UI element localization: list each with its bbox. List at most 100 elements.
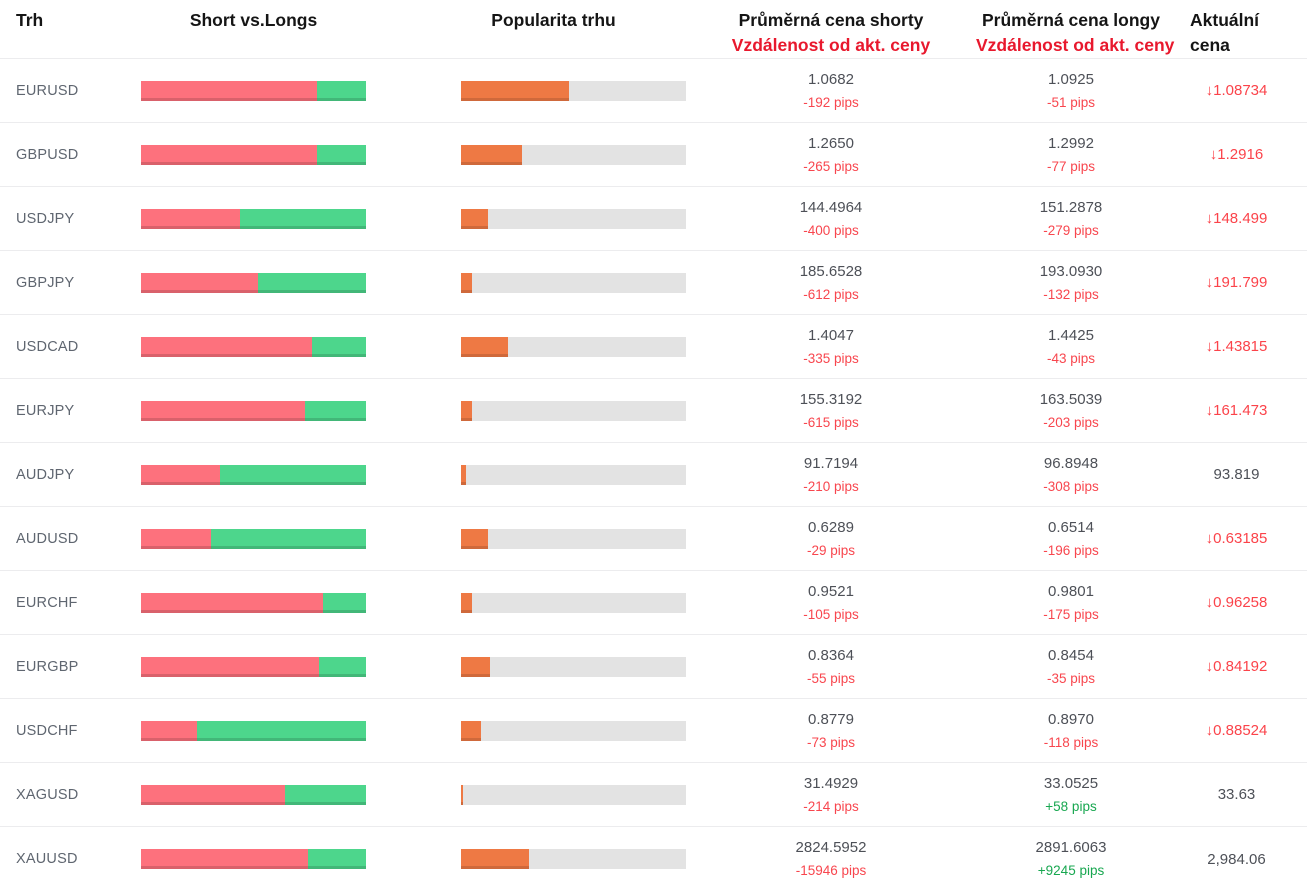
shorts-segment [141, 400, 306, 421]
longs-segment [305, 400, 366, 421]
down-arrow-icon: ↓ [1205, 530, 1214, 547]
long-distance-pips: -279 pips [1043, 222, 1099, 238]
short-distance-pips: -400 pips [803, 222, 859, 238]
current-price-value: 0.88524 [1213, 722, 1268, 739]
avg-long-price: 193.0930 [1039, 262, 1103, 280]
short-distance-pips: -55 pips [806, 670, 856, 686]
long-distance-pips: +58 pips [1045, 798, 1097, 814]
avg-long-cell: 0.8454 -35 pips [976, 646, 1166, 688]
short-distance-pips: -612 pips [803, 286, 859, 302]
pair-label: EURJPY [16, 402, 75, 419]
avg-short-cell: 0.6289 -29 pips [686, 518, 976, 560]
popularity-bar [461, 272, 686, 293]
avg-long-price: 2891.6063 [1035, 839, 1107, 856]
avg-short-price: 144.4964 [799, 198, 863, 216]
short-vs-long-bar [141, 720, 366, 741]
long-distance-pips: -118 pips [1043, 734, 1099, 750]
avg-short-price: 0.8779 [808, 710, 854, 728]
popularity-bar [461, 784, 686, 805]
popularity-fill [461, 656, 491, 677]
short-vs-long-bar [141, 528, 366, 549]
down-arrow-icon: ↓ [1205, 82, 1214, 99]
current-price: 2,984.06 [1166, 851, 1307, 868]
down-arrow-icon: ↓ [1205, 658, 1214, 675]
table-row: USDCAD 1.4047 -335 pips 1.4425 -43 pips … [0, 315, 1307, 379]
current-price-value: 33.63 [1217, 786, 1256, 803]
current-price-value: 0.84192 [1213, 658, 1268, 675]
avg-long-price: 1.0925 [1048, 70, 1094, 88]
popularity-fill [461, 592, 473, 613]
popularity-bar [461, 849, 686, 869]
pair-label: USDCHF [16, 722, 78, 739]
short-distance-pips: -210 pips [803, 478, 859, 494]
header-avg-short-title: Průměrná cena shorty [738, 10, 924, 30]
current-price-value: 1.43815 [1213, 338, 1268, 355]
current-price: ↓0.63185 [1166, 530, 1307, 547]
avg-short-cell: 1.2650 -265 pips [686, 134, 976, 176]
longs-segment [285, 784, 366, 805]
header-avg-long-distance: Vzdálenost od akt. ceny [976, 35, 1175, 55]
shorts-segment [141, 272, 258, 293]
avg-short-price: 0.9521 [808, 582, 854, 600]
avg-short-cell: 0.9521 -105 pips [686, 582, 976, 624]
popularity-fill [461, 144, 522, 165]
shorts-segment [141, 464, 220, 485]
avg-long-cell: 0.9801 -175 pips [976, 582, 1166, 624]
shorts-segment [141, 656, 319, 677]
avg-long-cell: 0.8970 -118 pips [976, 710, 1166, 752]
short-vs-long-bar [141, 464, 366, 485]
table-row: XAGUSD 31.4929 -214 pips 33.0525 +58 pip… [0, 763, 1307, 827]
short-distance-pips: -105 pips [803, 606, 859, 622]
header-current-line2: cena [1190, 35, 1230, 55]
popularity-bar [461, 208, 686, 229]
avg-short-price: 1.0682 [808, 70, 854, 88]
popularity-bar [461, 720, 686, 741]
avg-short-cell: 1.0682 -192 pips [686, 70, 976, 112]
popularity-bar [461, 400, 686, 421]
avg-short-price: 1.2650 [808, 134, 854, 152]
current-price: ↓191.799 [1166, 274, 1307, 291]
current-price: ↓1.43815 [1166, 338, 1307, 355]
pair-label: USDCAD [16, 338, 79, 355]
current-price: ↓0.88524 [1166, 722, 1307, 739]
avg-long-cell: 1.4425 -43 pips [976, 326, 1166, 368]
down-arrow-icon: ↓ [1205, 722, 1214, 739]
avg-long-price: 1.2992 [1048, 134, 1094, 152]
shorts-segment [141, 720, 198, 741]
avg-short-price: 91.7194 [803, 454, 859, 472]
avg-long-price: 0.6514 [1048, 518, 1094, 536]
table-row: AUDUSD 0.6289 -29 pips 0.6514 -196 pips … [0, 507, 1307, 571]
avg-short-cell: 155.3192 -615 pips [686, 390, 976, 432]
short-distance-pips: -265 pips [803, 158, 859, 174]
current-price: ↓161.473 [1166, 402, 1307, 419]
current-price: ↓0.96258 [1166, 594, 1307, 611]
avg-short-cell: 0.8779 -73 pips [686, 710, 976, 752]
current-price: 33.63 [1166, 786, 1307, 803]
header-market: Trh [16, 10, 44, 30]
popularity-fill [461, 80, 569, 101]
short-vs-long-bar [141, 400, 366, 421]
shorts-segment [141, 336, 312, 357]
popularity-bar [461, 464, 686, 485]
avg-long-cell: 151.2878 -279 pips [976, 198, 1166, 240]
table-row: EURCHF 0.9521 -105 pips 0.9801 -175 pips… [0, 571, 1307, 635]
long-distance-pips: -77 pips [1046, 158, 1096, 174]
shorts-segment [141, 849, 308, 869]
short-vs-long-bar [141, 208, 366, 229]
avg-short-price: 155.3192 [799, 390, 863, 408]
table-row: EURJPY 155.3192 -615 pips 163.5039 -203 … [0, 379, 1307, 443]
shorts-segment [141, 592, 324, 613]
pair-label: EURGBP [16, 658, 79, 675]
long-distance-pips: -132 pips [1043, 286, 1099, 302]
avg-short-cell: 91.7194 -210 pips [686, 454, 976, 496]
header-avg-long-title: Průměrná cena longy [982, 10, 1160, 30]
long-distance-pips: -196 pips [1043, 542, 1099, 558]
popularity-fill [461, 208, 488, 229]
popularity-fill [461, 400, 473, 421]
table-header: Trh Short vs.Longs Popularita trhu Průmě… [0, 0, 1307, 59]
current-price-value: 93.819 [1213, 466, 1260, 483]
avg-long-cell: 193.0930 -132 pips [976, 262, 1166, 304]
short-distance-pips: -214 pips [803, 798, 859, 814]
avg-short-price: 1.4047 [808, 326, 854, 344]
